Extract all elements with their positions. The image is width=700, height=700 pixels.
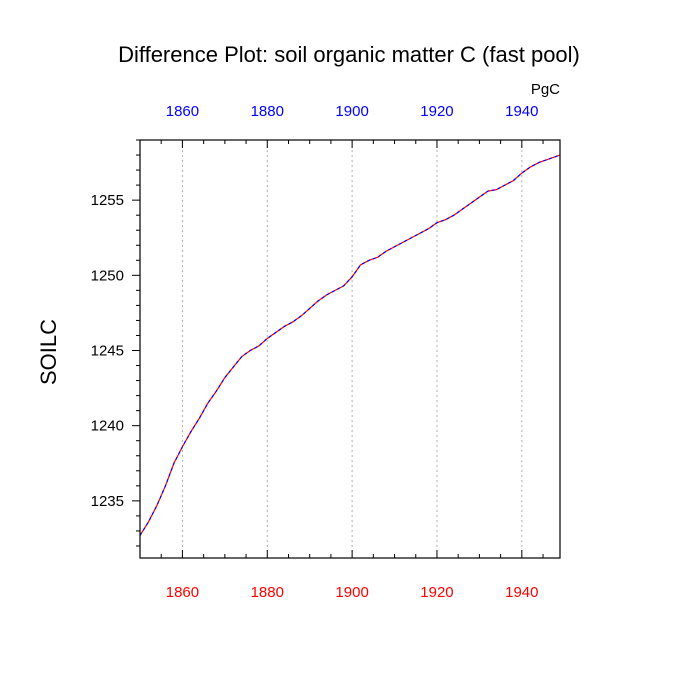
y-tick-label-1240: 1240 [91,418,124,435]
series-group [139,154,561,536]
x-tick-label-top-1940: 1940 [505,103,538,120]
x-tick-label-bottom-1860: 1860 [166,584,199,601]
x-tick-label-top-1860: 1860 [166,103,199,120]
y-tick-label-1255: 1255 [91,192,124,209]
y-tick-label-1250: 1250 [91,267,124,284]
y-tick-label-1245: 1245 [91,343,124,360]
x-tick-label-bottom-1900: 1900 [335,584,368,601]
plot-frame [139,139,561,559]
units-label: PgC [531,81,560,98]
y-axis-label: SOILC [36,319,61,385]
x-tick-label-top-1880: 1880 [251,103,284,120]
chart-title: Difference Plot: soil organic matter C (… [118,42,580,67]
x-tick-label-top-1920: 1920 [420,103,453,120]
series-line-2 [139,154,561,536]
y-tick-label-1235: 1235 [91,493,124,510]
x-tick-label-bottom-1940: 1940 [505,584,538,601]
x-tick-label-bottom-1920: 1920 [420,584,453,601]
axes: 1860 1860 1880 1880 1900 1900 1920 1920 1940 1940… [91,103,561,601]
x-tick-label-top-1900: 1900 [335,103,368,120]
x-tick-label-bottom-1880: 1880 [251,584,284,601]
